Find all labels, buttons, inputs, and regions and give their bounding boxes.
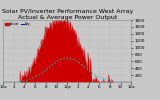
Title: Solar PV/Inverter Performance West Array Actual & Average Power Output: Solar PV/Inverter Performance West Array… [2,9,133,20]
Legend: Actual, Avg: Actual, Avg [5,22,31,26]
